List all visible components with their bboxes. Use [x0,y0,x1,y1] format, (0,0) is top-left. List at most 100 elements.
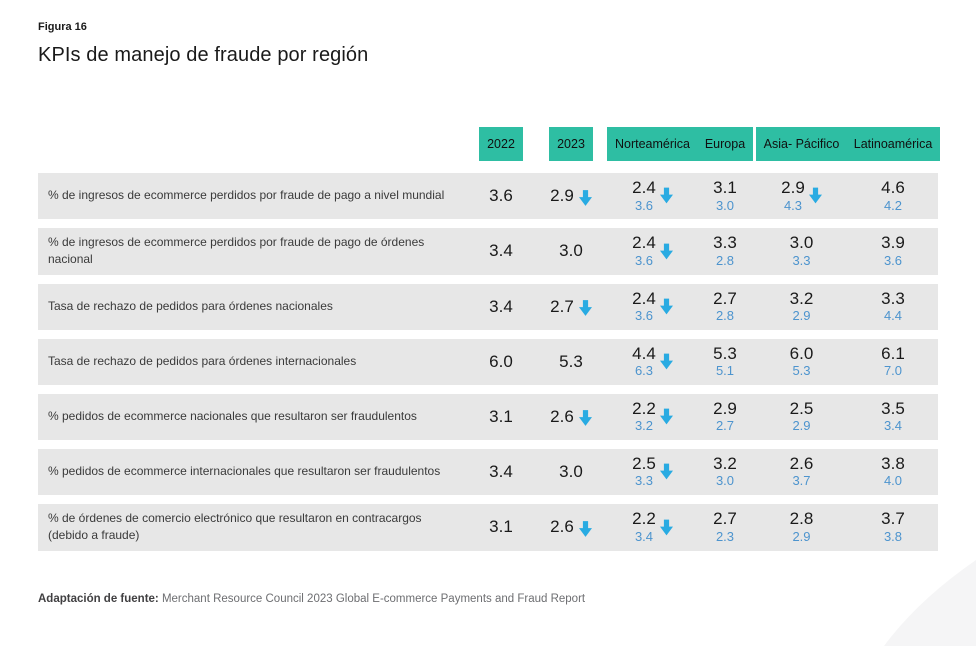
region-cell-norteam-rica: 4.4 6.3 [610,343,695,379]
value-2023: 2.6 [550,517,574,537]
region-cell-europa: 2.7 2.8 [695,288,755,324]
region-value-stack: 3.5 3.4 [881,399,905,434]
region-sub-value: 7.0 [883,363,903,379]
region-cell-europa: 2.7 2.3 [695,509,755,544]
down-arrow-icon [659,243,673,260]
value-2022: 6.0 [489,351,513,371]
cell-2023: 3.0 [532,462,610,482]
cell-2023: 2.9 [532,186,610,206]
region-cell-norteam-rica: 2.4 3.6 [610,234,695,268]
region-cell-norteam-rica: 2.5 3.3 [610,453,695,489]
row-label: Tasa de rechazo de pedidos para órdenes … [48,354,357,369]
header-spacer [38,127,470,161]
region-main-value: 2.7 [713,288,737,308]
region-cell-latinoam-rica: 3.7 3.8 [848,509,938,544]
column-header-label: 2022 [479,127,523,161]
region-value-stack: 2.5 3.3 [632,453,656,489]
cell-2022: 3.6 [470,186,532,206]
region-sub-value: 2.9 [792,528,811,544]
value-2022: 3.4 [489,461,513,481]
region-main-value: 2.4 [632,178,656,197]
value-2023: 2.7 [550,296,574,316]
region-cell-latinoam-rica: 3.5 3.4 [848,399,938,434]
table-row: % de ingresos de ecommerce perdidos por … [38,173,938,219]
region-cell-latinoam-rica: 4.6 4.2 [848,178,938,213]
region-value-stack: 2.2 3.4 [632,509,656,544]
region-cell-asia-p-cifico: 2.8 2.9 [755,509,848,544]
region-cell-norteam-rica: 2.4 3.6 [610,178,695,213]
kpi-table: 2022 2023 Norteamérica Europa Asia- Páci… [38,127,941,560]
down-arrow-icon [578,300,592,317]
region-sub-value: 3.7 [792,473,811,489]
region-cell-latinoam-rica: 6.1 7.0 [848,344,938,379]
region-sub-value: 2.3 [715,528,735,544]
cell-2023: 2.6 [532,517,610,537]
region-sub-value: 3.3 [634,473,654,489]
region-sub-value: 3.6 [883,253,903,269]
column-header-cell: 2022 [470,127,532,161]
region-value-stack: 2.4 3.6 [632,234,656,268]
region-value-stack: 4.6 4.2 [881,178,905,213]
cell-2022: 3.4 [470,297,532,317]
region-value-stack: 2.6 3.7 [790,454,814,489]
region-cell-latinoam-rica: 3.8 4.0 [848,454,938,489]
column-header-cell: Asia- Pácifico [755,127,848,161]
region-sub-value: 3.4 [883,418,903,434]
region-value-stack: 4.4 6.3 [632,343,656,379]
cell-2022: 3.1 [470,517,532,537]
corner-decoration [884,560,976,646]
down-arrow-icon [659,298,673,315]
down-arrow-icon [659,519,673,536]
table-row: Tasa de rechazo de pedidos para órdenes … [38,338,938,385]
row-label: % de ingresos de ecommerce perdidos por … [48,235,425,267]
region-value-stack: 2.4 3.6 [632,178,656,213]
region-main-value: 4.4 [632,343,656,363]
value-2023: 3.0 [559,461,583,481]
value-2023: 5.3 [559,351,583,371]
down-arrow-icon [659,187,673,204]
region-main-value: 6.0 [789,343,814,363]
region-value-stack: 2.8 2.9 [789,509,814,544]
region-main-value: 3.2 [789,288,814,308]
region-cell-europa: 2.9 2.7 [695,398,755,434]
cell-2022: 3.1 [470,407,532,427]
value-2022: 3.4 [489,241,513,261]
value-2022: 3.4 [489,296,513,316]
table-row: Tasa de rechazo de pedidos para órdenes … [38,283,938,330]
region-sub-value: 3.0 [715,473,735,489]
figure-number-label: Figura 16 [38,21,87,33]
column-header-label: 2023 [549,127,593,161]
region-value-stack: 3.0 3.3 [790,234,814,268]
region-value-stack: 2.9 4.3 [781,178,805,213]
region-cell-norteam-rica: 2.2 3.2 [610,399,695,434]
table-row: % de órdenes de comercio electrónico que… [38,503,938,551]
region-main-value: 2.9 [713,398,737,418]
table-header-row: 2022 2023 Norteamérica Europa Asia- Páci… [38,127,941,161]
region-main-value: 2.4 [632,233,656,253]
region-main-value: 3.0 [789,233,814,253]
value-2023: 3.0 [559,241,583,261]
column-header-cell: Norteamérica [606,127,699,161]
region-sub-value: 3.6 [634,308,654,324]
region-sub-value: 2.8 [715,253,735,269]
down-arrow-icon [659,353,673,370]
region-value-stack: 6.1 7.0 [881,344,905,379]
down-arrow-icon [578,520,592,537]
region-sub-value: 4.4 [883,308,903,324]
region-main-value: 4.6 [881,178,905,197]
region-cell-europa: 3.1 3.0 [695,178,755,213]
region-main-value: 3.9 [881,233,905,253]
column-header-cell: Latinoamérica [845,127,941,161]
region-cell-europa: 3.3 2.8 [695,234,755,268]
region-main-value: 2.5 [632,453,656,473]
region-value-stack: 3.1 3.0 [713,178,737,213]
region-value-stack: 2.5 2.9 [790,399,814,434]
region-value-stack: 3.3 2.8 [713,234,737,268]
region-sub-value: 3.6 [634,253,654,269]
column-header-cell: 2023 [532,127,610,161]
region-main-value: 2.8 [789,509,814,529]
cell-2023: 5.3 [532,352,610,372]
region-value-stack: 2.7 2.8 [713,288,737,324]
down-arrow-icon [659,463,673,480]
region-sub-value: 5.1 [715,363,735,379]
